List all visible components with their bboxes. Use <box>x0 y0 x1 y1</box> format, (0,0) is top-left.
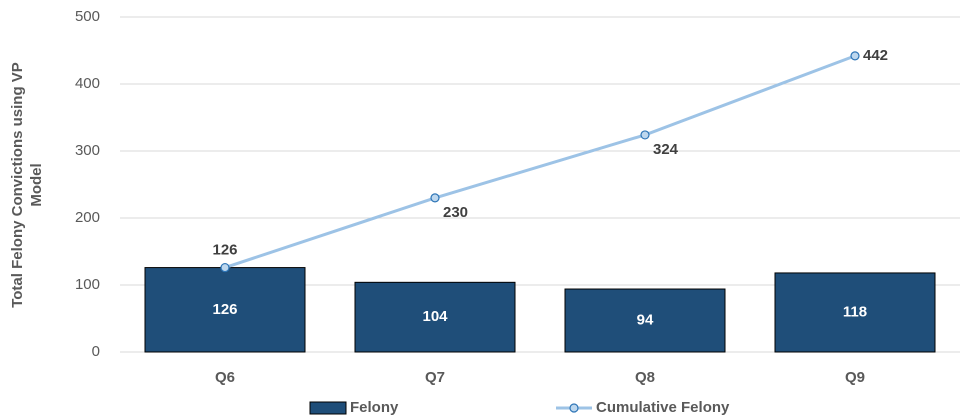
line-value-label: 126 <box>212 242 237 259</box>
x-tick-label: Q6 <box>215 369 235 386</box>
bar <box>144 267 306 353</box>
line <box>224 54 856 270</box>
line-marker <box>220 262 230 273</box>
y-tick-label: 200 <box>75 209 100 226</box>
line-value-label: 442 <box>863 47 888 64</box>
legend-label: Felony <box>350 399 399 416</box>
line-marker <box>850 51 860 61</box>
bar-value-label: 118 <box>843 303 867 320</box>
y-tick-label: 500 <box>75 8 100 25</box>
bar <box>774 272 936 353</box>
x-tick-label: Q7 <box>425 369 445 386</box>
bar <box>354 281 516 353</box>
y-tick-label: 300 <box>75 142 100 159</box>
bar-value-label: 104 <box>422 308 448 325</box>
legend-label: Cumulative Felony <box>596 399 730 416</box>
x-tick-label: Q9 <box>845 369 865 386</box>
line-marker <box>430 193 440 203</box>
y-tick-label: 400 <box>75 75 100 92</box>
y-axis-label: Model <box>28 163 45 206</box>
bar-value-label: 94 <box>637 311 654 328</box>
line-value-label: 324 <box>653 141 679 158</box>
legend-swatch <box>309 401 347 415</box>
y-axis-label: Total Felony Convictions using VP <box>9 62 26 308</box>
line-marker <box>640 130 650 140</box>
bar-value-label: 126 <box>212 301 237 318</box>
bar <box>564 288 726 353</box>
line-value-label: 230 <box>443 204 468 221</box>
x-tick-label: Q8 <box>635 369 655 386</box>
y-tick-label: 100 <box>75 276 100 293</box>
legend-marker <box>569 403 579 413</box>
y-tick-label: 0 <box>92 343 100 360</box>
